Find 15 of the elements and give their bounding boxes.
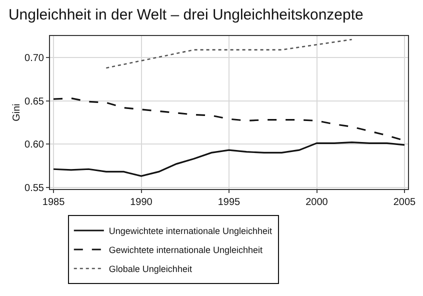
y-tick-label: 0.70 [24,53,44,64]
y-tick-label: 0.55 [24,182,44,194]
x-tick-label: 2000 [306,197,328,208]
y-tick-label: 0.60 [24,140,44,151]
chart-title: Ungleichheit in der Welt – drei Ungleichheitskonzepte [8,6,364,24]
line-series [52,142,406,177]
legend-label: Ungewichtete internationale Ungleichheit [108,226,273,236]
y-axis-title: Gini [12,104,23,122]
x-tick-label: 2005 [393,197,416,208]
x-tick-label: 1995 [218,197,241,208]
legend-label: Globale Ungleichheit [108,264,192,274]
legend-label: Gewichtete internationale Ungleichheit [108,245,263,256]
x-tick-label: 1990 [130,197,153,208]
y-tick-label: 0.65 [24,96,44,108]
x-tick-label: 1985 [42,197,66,208]
